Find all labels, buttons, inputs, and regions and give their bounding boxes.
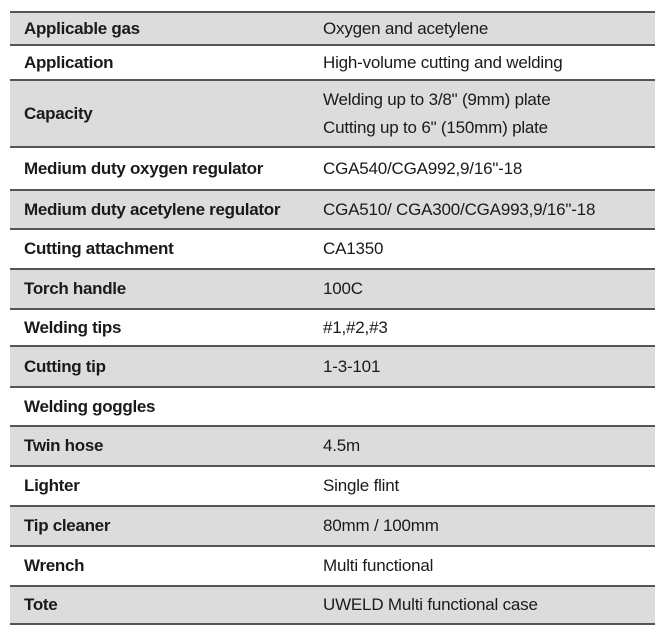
spec-label: Capacity — [24, 103, 93, 123]
spec-row: Medium duty acetylene regulator CGA510/ C… — [10, 191, 655, 230]
spec-row: Welding goggles — [10, 388, 655, 427]
spec-label: Medium duty acetylene regulator — [24, 199, 281, 219]
spec-value-line: Single flint — [323, 476, 400, 495]
spec-label: Cutting tip — [24, 356, 106, 376]
spec-value-line: CGA510/ CGA300/CGA993,9/16"-18 — [323, 199, 596, 219]
spec-value-line: Welding up to 3/8" (9mm) plate — [323, 89, 551, 109]
spec-value-line: Cutting up to 6" (150mm) plate — [323, 117, 548, 137]
spec-value: CA1350 — [323, 235, 655, 263]
spec-row: Application High-volume cutting and weldi… — [10, 46, 655, 81]
spec-label: Welding tips — [24, 317, 122, 337]
spec-value: Oxygen and acetylene — [323, 15, 655, 43]
spec-row: Lighter Single flint — [10, 467, 655, 507]
spec-row: Applicable gas Oxygen and acetylene — [10, 13, 655, 46]
spec-row: Cutting attachment CA1350 — [10, 230, 655, 270]
spec-label: Tote — [24, 595, 58, 614]
spec-row: Tip cleaner 80mm / 100mm — [10, 507, 655, 547]
spec-value-line: Oxygen and acetylene — [323, 18, 489, 38]
spec-value-line: 100C — [323, 279, 363, 298]
spec-label: Twin hose — [24, 436, 104, 455]
spec-row: Twin hose 4.5m — [10, 427, 655, 467]
spec-label: Tip cleaner — [24, 516, 111, 535]
spec-value: UWELD Multi functional case — [323, 591, 655, 619]
spec-value: CGA540/CGA992,9/16"-18 — [323, 155, 655, 183]
spec-value: #1,#2,#3 — [323, 314, 655, 342]
spec-value-line: 80mm / 100mm — [323, 516, 439, 535]
spec-label: Welding goggles — [24, 396, 156, 416]
spec-value: 80mm / 100mm — [323, 512, 655, 540]
spec-value: Welding up to 3/8" (9mm) plate Cutting up… — [323, 86, 655, 142]
spec-value-line: 4.5m — [323, 436, 360, 455]
spec-value: 1-3-101 — [323, 353, 655, 381]
spec-label: Applicable gas — [24, 18, 140, 38]
spec-value: High-volume cutting and welding — [323, 49, 655, 77]
spec-value: 100C — [323, 275, 655, 303]
spec-table: Applicable gas Oxygen and acetylene Applic… — [10, 11, 655, 625]
spec-row: Welding tips #1,#2,#3 — [10, 310, 655, 347]
spec-row: Capacity Welding up to 3/8" (9mm) plate Cu… — [10, 81, 655, 148]
spec-value: Single flint — [323, 472, 655, 500]
spec-value-line: Multi functional — [323, 556, 434, 575]
spec-label: Torch handle — [24, 279, 126, 298]
spec-value-line: UWELD Multi functional case — [323, 595, 538, 614]
spec-label: Application — [24, 52, 114, 72]
spec-label: Lighter — [24, 476, 80, 495]
spec-label: Medium duty oxygen regulator — [24, 158, 264, 178]
spec-row: Wrench Multi functional — [10, 547, 655, 587]
spec-value-line: High-volume cutting and welding — [323, 52, 563, 72]
spec-value-line: CA1350 — [323, 239, 384, 258]
spec-row: Cutting tip 1-3-101 — [10, 347, 655, 388]
spec-value: CGA510/ CGA300/CGA993,9/16"-18 — [323, 196, 655, 224]
spec-value: Multi functional — [323, 552, 655, 580]
spec-value-line: #1,#2,#3 — [323, 317, 388, 337]
spec-value-line: CGA540/CGA992,9/16"-18 — [323, 158, 523, 178]
spec-label: Cutting attachment — [24, 239, 174, 258]
spec-value: 4.5m — [323, 432, 655, 460]
spec-row: Medium duty oxygen regulator CGA540/CGA99… — [10, 148, 655, 191]
spec-label: Wrench — [24, 556, 85, 575]
spec-row: Tote UWELD Multi functional case — [10, 587, 655, 625]
spec-row: Torch handle 100C — [10, 270, 655, 310]
spec-value-line: 1-3-101 — [323, 356, 381, 376]
